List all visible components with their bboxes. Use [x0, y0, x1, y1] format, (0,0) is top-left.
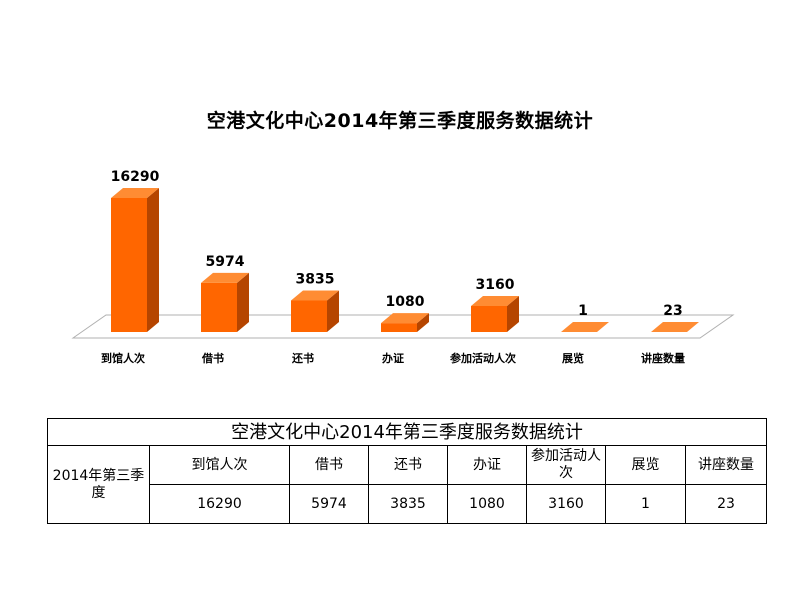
value-cell: 1080 [447, 484, 527, 524]
header-cell: 参加活动人次 [526, 445, 606, 485]
data-table: 空港文化中心2014年第三季度服务数据统计 2014年第三季度 到馆人次 借书 … [46, 418, 768, 524]
category-label: 办证 [382, 351, 404, 365]
value-cell: 23 [684, 484, 768, 524]
bar [111, 188, 159, 332]
bar [561, 322, 609, 332]
bar-side [417, 313, 429, 332]
data-label: 3160 [476, 277, 515, 293]
table-caption: 空港文化中心2014年第三季度服务数据统计 [46, 418, 768, 446]
data-label: 1080 [386, 294, 425, 310]
header-cell: 办证 [447, 445, 527, 485]
bar-front [381, 323, 417, 332]
bar-front [291, 300, 327, 332]
bar-side [237, 272, 249, 332]
bar-side [147, 188, 159, 332]
bar [201, 272, 249, 332]
bar-top [201, 272, 249, 283]
category-label: 借书 [201, 351, 224, 365]
bar [471, 296, 519, 332]
category-label: 展览 [561, 351, 584, 365]
bar-top [111, 188, 159, 198]
value-cell: 3160 [526, 484, 606, 524]
bar [651, 322, 699, 332]
value-cell: 1 [605, 484, 686, 524]
bar-side [327, 290, 339, 332]
bar-front [111, 198, 147, 332]
value-cell: 5974 [289, 484, 369, 524]
value-cell: 16290 [149, 484, 290, 524]
data-label: 5974 [206, 254, 245, 270]
data-label: 1 [578, 303, 588, 319]
bar-chart: 16290 到馆人次 5974 借书 3835 还书 1080 办证 3160 参加活动人次 1 展览… [71, 169, 735, 365]
bar-top [381, 313, 429, 324]
bar [381, 313, 429, 332]
value-cell: 3835 [368, 484, 448, 524]
category-label: 到馆人次 [101, 351, 145, 365]
header-cell: 到馆人次 [149, 445, 290, 485]
header-cell: 还书 [368, 445, 448, 485]
category-label: 参加活动人次 [450, 351, 516, 365]
header-cell: 讲座数量 [684, 445, 768, 485]
bar-front [471, 306, 507, 332]
data-label: 23 [663, 303, 682, 319]
bar [291, 290, 339, 332]
bar-top [651, 322, 699, 332]
chart-title: 空港文化中心2014年第三季度服务数据统计 [206, 110, 594, 132]
row-header: 2014年第三季度 [47, 445, 150, 524]
bar-top [291, 290, 339, 301]
bar-top [471, 296, 519, 307]
bar-top [561, 322, 609, 332]
header-cell: 借书 [289, 445, 369, 485]
header-cell: 展览 [605, 445, 686, 485]
data-label: 3835 [296, 271, 335, 287]
category-label: 讲座数量 [641, 351, 685, 365]
category-label: 还书 [291, 351, 314, 365]
bar-side [507, 296, 519, 332]
bars-layer [111, 188, 699, 332]
data-label: 16290 [111, 169, 160, 185]
labels-layer: 16290 到馆人次 5974 借书 3835 还书 1080 办证 3160 参加活动人次 1 展览… [101, 169, 685, 365]
bar-front [201, 282, 237, 332]
